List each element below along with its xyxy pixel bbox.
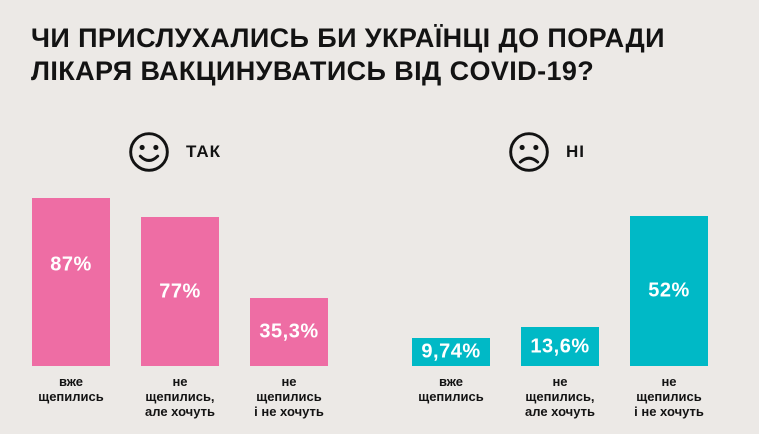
category-label-not-vaccinated-dont-want: не щепились і не хочуть <box>254 374 324 419</box>
bar-no-not-vaccinated-want: 13,6% <box>521 327 599 366</box>
bar-no-already-vaccinated: 9,74% <box>412 338 490 366</box>
group-header-yes: ТАК <box>127 130 221 174</box>
bar-yes-not-vaccinated-dont-want: 35,3% <box>250 298 328 366</box>
group-label-yes: ТАК <box>186 142 221 161</box>
category-label-not-vaccinated-want: не щепились, але хочуть <box>145 374 215 419</box>
bar-value-label: 52% <box>648 279 690 302</box>
chart-title: ЧИ ПРИСЛУХАЛИСЬ БИ УКРАЇНЦІ ДО ПОРАДИ ЛІ… <box>31 22 665 88</box>
category-label-not-vaccinated-want: не щепились, але хочуть <box>525 374 595 419</box>
bar-value-label: 13,6% <box>530 335 590 357</box>
bar-value-label: 77% <box>159 280 201 302</box>
bar-yes-already-vaccinated: 87% <box>32 198 110 366</box>
category-label-already-vaccinated: вже щепились <box>38 374 104 404</box>
category-label-not-vaccinated-dont-want: не щепились і не хочуть <box>634 374 704 419</box>
group-header-no: НІ <box>507 130 585 174</box>
bar-yes-not-vaccinated-want: 77% <box>141 217 219 366</box>
bar-value-label: 35,3% <box>259 320 319 343</box>
bar-value-label: 9,74% <box>421 340 481 363</box>
chart-title-line-1: ЧИ ПРИСЛУХАЛИСЬ БИ УКРАЇНЦІ ДО ПОРАДИ <box>31 23 665 53</box>
chart-title-line-2: ЛІКАРЯ ВАКЦИНУВАТИСЬ ВІД COVID-19? <box>31 56 595 86</box>
bar-no-not-vaccinated-dont-want: 52% <box>630 216 708 366</box>
sad-face-icon <box>507 130 551 174</box>
group-label-no: НІ <box>566 142 585 161</box>
happy-face-icon <box>127 130 171 174</box>
category-label-already-vaccinated: вже щепились <box>418 374 484 404</box>
bar-value-label: 87% <box>50 253 92 276</box>
